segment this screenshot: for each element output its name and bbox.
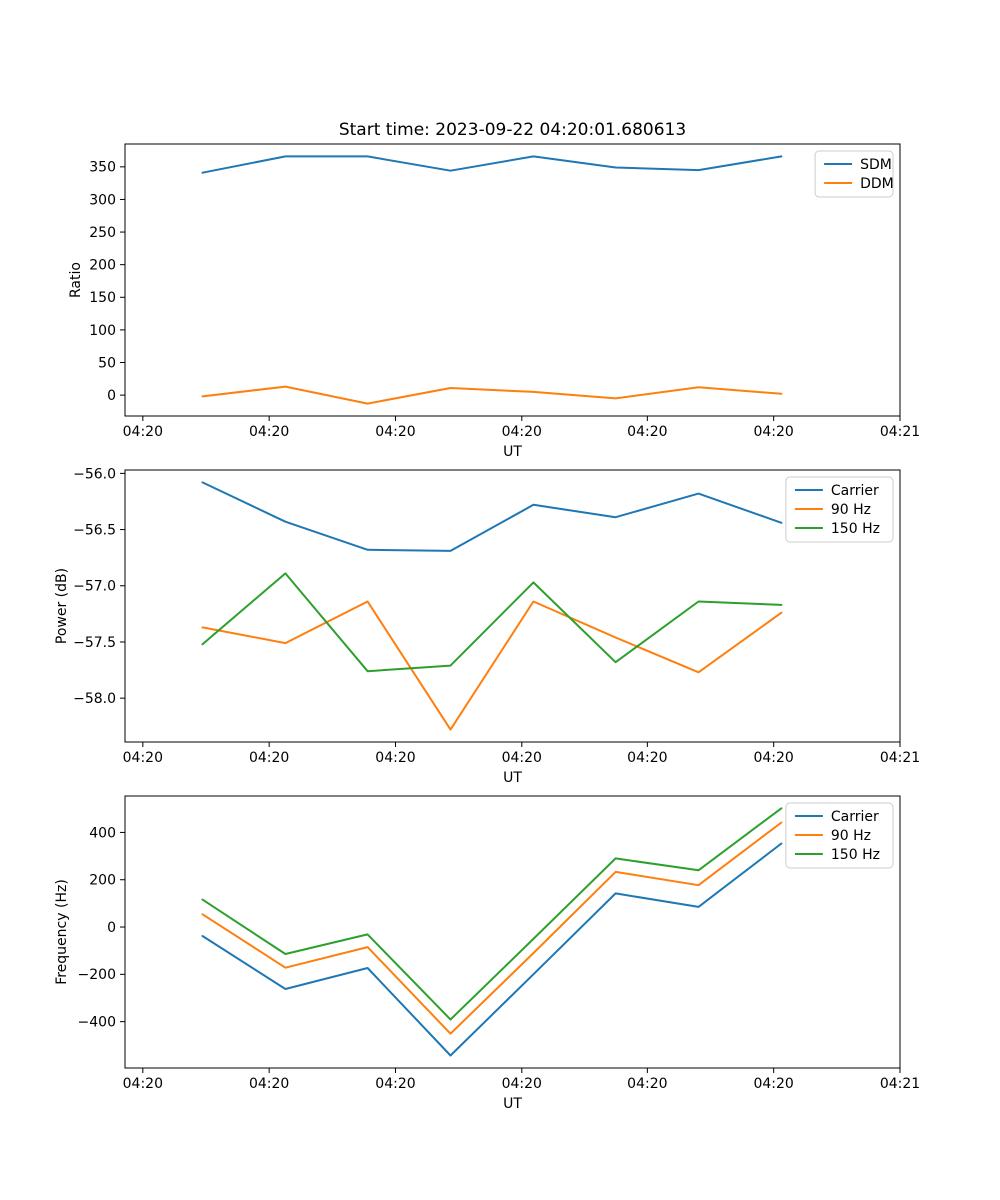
x-tick-label: 04:20 [627, 424, 667, 440]
legend-label-90-hz: 90 Hz [831, 828, 871, 844]
x-tick-label: 04:20 [123, 1076, 163, 1092]
chart-power: 04:20 04:20 04:20 04:20 04:20 04:20 04:21 UT −56… [54, 466, 920, 786]
y-tick-label: 0 [107, 920, 116, 936]
y-axis-label: Power (dB) [54, 568, 70, 644]
x-tick-label: 04:21 [880, 750, 920, 766]
x-tick-label: 04:21 [880, 1076, 920, 1092]
x-axis-label: UT [503, 770, 522, 786]
x-axis-label: UT [503, 444, 522, 460]
x-tick-label: 04:20 [123, 750, 163, 766]
x-tick-label: 04:20 [502, 424, 542, 440]
y-axis-label: Ratio [68, 262, 84, 298]
x-tick-label: 04:20 [375, 1076, 415, 1092]
y-tick-label: 400 [89, 825, 116, 841]
y-tick-label: 0 [107, 388, 116, 404]
series-line-carrier [201, 481, 783, 552]
series-line-90-hz [201, 600, 783, 731]
series-line-150-hz [201, 572, 783, 673]
x-tick-label: 04:20 [753, 424, 793, 440]
y-tick-label: −400 [78, 1015, 116, 1031]
y-tick-label: −200 [78, 967, 116, 983]
series-line-90-hz [201, 821, 783, 1035]
legend-label-ddm: DDM [860, 176, 894, 192]
y-tick-label: 150 [89, 290, 116, 306]
x-tick-label: 04:20 [502, 750, 542, 766]
y-tick-label: 300 [89, 192, 116, 208]
y-tick-label: −56.0 [73, 466, 116, 482]
y-tick-label: 350 [89, 160, 116, 176]
x-tick-label: 04:20 [502, 1076, 542, 1092]
legend-box [785, 802, 894, 869]
legend-label-carrier: Carrier [831, 809, 879, 825]
series-line-sdm [201, 155, 783, 174]
x-tick-label: 04:20 [249, 1076, 289, 1092]
legend-box [785, 476, 894, 543]
legend: Carrier 90 Hz 150 Hz [785, 476, 894, 543]
y-tick-label: 250 [89, 225, 116, 241]
series-line-carrier [201, 842, 783, 1057]
series-line-ddm [201, 385, 783, 405]
x-axis-label: UT [503, 1096, 522, 1112]
x-tick-label: 04:20 [375, 424, 415, 440]
y-tick-label: 200 [89, 258, 116, 274]
legend-label-150-hz: 150 Hz [831, 521, 880, 537]
x-tick-label: 04:20 [249, 424, 289, 440]
legend-box [814, 150, 894, 198]
axes-border [124, 469, 901, 743]
x-tick-label: 04:20 [123, 424, 163, 440]
axes-border [124, 795, 901, 1069]
y-tick-label: −57.5 [73, 635, 116, 651]
legend: SDM DDM [814, 150, 894, 198]
legend: Carrier 90 Hz 150 Hz [785, 802, 894, 869]
chart-frequency: 04:20 04:20 04:20 04:20 04:20 04:20 04:21 UT −40… [54, 795, 920, 1112]
chart-ratio: 04:20 04:20 04:20 04:20 04:20 04:20 04:21 UT 0 50… [68, 143, 920, 460]
x-tick-label: 04:21 [880, 424, 920, 440]
legend-label-90-hz: 90 Hz [831, 502, 871, 518]
legend-label-sdm: SDM [860, 157, 892, 173]
x-tick-label: 04:20 [627, 1076, 667, 1092]
legend-label-carrier: Carrier [831, 483, 879, 499]
x-tick-label: 04:20 [249, 750, 289, 766]
y-tick-label: 200 [89, 873, 116, 889]
y-axis-label: Frequency (Hz) [54, 879, 70, 985]
y-tick-label: −58.0 [73, 691, 116, 707]
x-tick-label: 04:20 [753, 1076, 793, 1092]
x-tick-label: 04:20 [753, 750, 793, 766]
legend-label-150-hz: 150 Hz [831, 847, 880, 863]
y-tick-label: −57.0 [73, 579, 116, 595]
y-tick-label: 50 [98, 355, 116, 371]
y-tick-label: −56.5 [73, 522, 116, 538]
x-tick-label: 04:20 [627, 750, 667, 766]
x-tick-label: 04:20 [375, 750, 415, 766]
y-tick-label: 100 [89, 323, 116, 339]
figure-title: Start time: 2023-09-22 04:20:01.680613 [338, 120, 687, 140]
axes-border [124, 143, 901, 417]
series-line-150-hz [201, 807, 783, 1021]
